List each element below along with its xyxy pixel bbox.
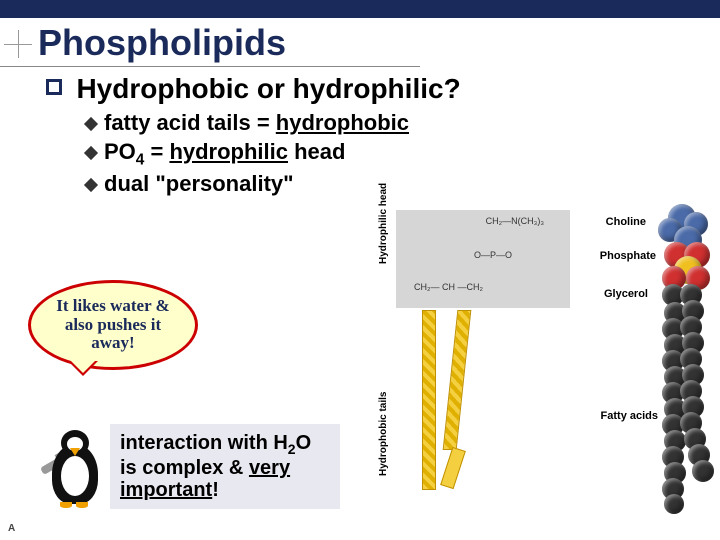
diamond-bullet-icon xyxy=(84,178,98,192)
bullet-3: dual "personality" xyxy=(86,170,720,199)
chemical-structure-box: CH₂—N(CH₃)₃ O—P—O CH₂— CH —CH₂ xyxy=(396,210,570,308)
content-area: Hydrophobic or hydrophilic? fatty acid t… xyxy=(0,67,720,199)
label-phosphate: Phosphate xyxy=(600,250,656,262)
slide-title: Phospholipids xyxy=(0,18,420,67)
label-fatty-acids: Fatty acids xyxy=(601,410,658,422)
diamond-bullet-icon xyxy=(84,117,98,131)
bullet-2: PO4 = hydrophilic head xyxy=(86,138,720,170)
diamond-bullet-icon xyxy=(84,146,98,160)
fatty-acid-tail-1 xyxy=(422,310,436,490)
phospholipid-diagram: Hydrophilic head Hydrophobic tails CH₂—N… xyxy=(374,210,714,530)
square-bullet-icon xyxy=(46,79,62,95)
ylabel-head: Hydrophilic head xyxy=(378,183,389,264)
bullet-1: fatty acid tails = hydrophobic xyxy=(86,109,720,138)
chem-choline: CH₂—N(CH₃)₃ xyxy=(486,216,544,226)
chem-glycerol: CH₂— CH —CH₂ xyxy=(414,282,483,292)
penguin-mascot xyxy=(40,430,110,510)
fatty-acid-tail-2 xyxy=(443,310,472,450)
label-choline: Choline xyxy=(606,216,646,228)
footer-mark: A xyxy=(8,523,15,534)
label-glycerol: Glycerol xyxy=(604,288,648,300)
atom xyxy=(664,494,684,514)
speech-bubble: It likes water & also pushes it away! xyxy=(28,280,198,370)
important-callout: interaction with H2O is complex & very i… xyxy=(110,424,340,509)
subtitle: Hydrophobic or hydrophilic? xyxy=(76,73,460,105)
atom xyxy=(692,460,714,482)
fatty-acid-tail-2-kink xyxy=(440,447,466,489)
spacefill-model xyxy=(654,204,710,514)
chem-phosphate: O—P—O xyxy=(474,250,512,260)
top-bar xyxy=(0,0,720,18)
ylabel-tail: Hydrophobic tails xyxy=(378,392,389,476)
